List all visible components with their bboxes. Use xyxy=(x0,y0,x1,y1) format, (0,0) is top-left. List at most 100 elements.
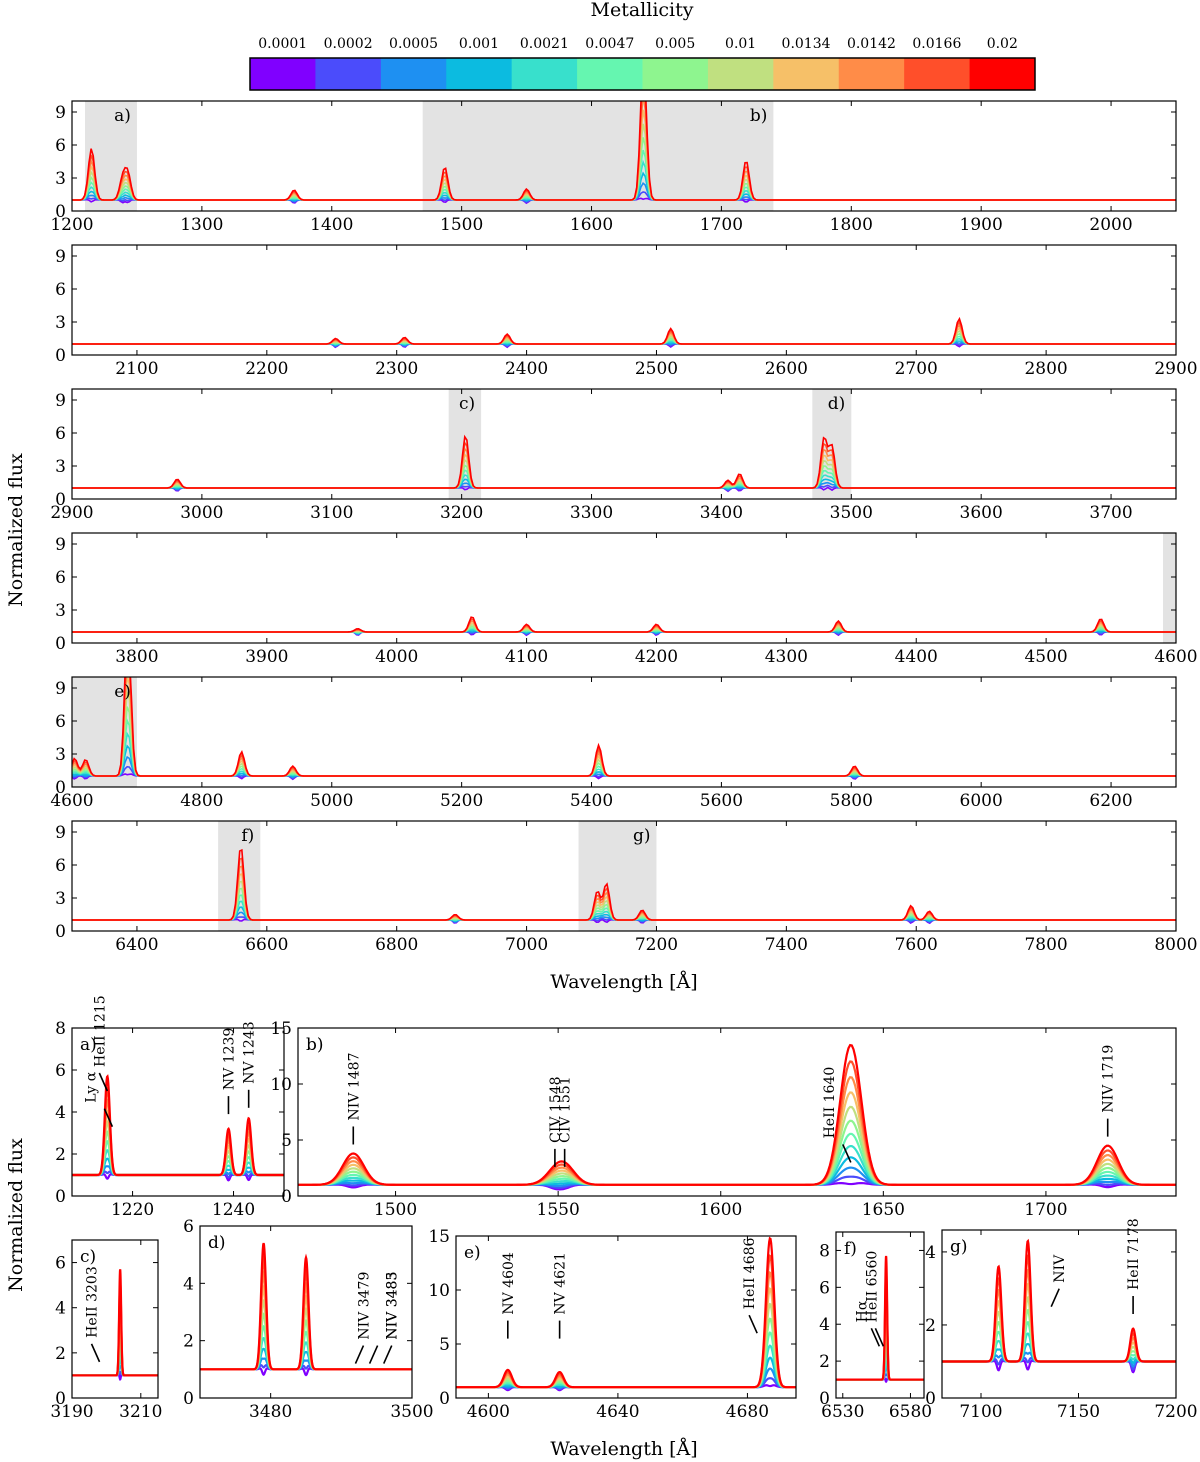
y-tick-label: 15 xyxy=(270,1019,292,1039)
y-tick-label: 8 xyxy=(819,1241,830,1261)
spectrum-series xyxy=(836,1355,924,1381)
colorbar-swatch xyxy=(380,58,447,90)
y-tick-label: 0 xyxy=(55,490,66,510)
spectrum-series xyxy=(836,1319,924,1381)
colorbar-frame xyxy=(249,57,1036,91)
line-annotation: NV 1243 xyxy=(242,1021,258,1083)
y-tick-label: 0 xyxy=(55,1187,66,1207)
spectrum-series xyxy=(72,1074,284,1177)
spectrum-series xyxy=(298,1156,1176,1186)
x-tick-label: 7150 xyxy=(1057,1402,1100,1422)
spectrum-series xyxy=(942,1308,1176,1363)
panel-label: g) xyxy=(950,1237,968,1257)
line-annotation: NV 4621 xyxy=(553,1252,569,1314)
y-tick-label: 0 xyxy=(439,1389,450,1409)
y-tick-label: 9 xyxy=(55,103,66,123)
colorbar-swatch xyxy=(707,58,774,90)
line-annotation: HeII 7178 xyxy=(1126,1218,1142,1290)
x-tick-label: 4600 xyxy=(467,1402,510,1422)
y-tick-label: 0 xyxy=(819,1389,830,1409)
panel-overview-1: 1200 1300 1400 1500 1600 1700 1800 1900 2000 0 3 6 9… xyxy=(50,100,1177,235)
x-tick-label: 4500 xyxy=(1024,647,1067,667)
y-tick-label: 0 xyxy=(55,778,66,798)
panel-label: a) xyxy=(80,1035,97,1055)
line-annotation: HeII 6560 xyxy=(864,1251,880,1323)
x-tick-label: 2700 xyxy=(895,359,938,379)
spectrum-series xyxy=(836,1255,924,1381)
line-annotation: NV 4604 xyxy=(501,1252,517,1315)
axes-frame xyxy=(71,532,1177,644)
y-tick-label: 3 xyxy=(55,457,66,477)
spectrum-series xyxy=(72,464,1176,489)
x-tick-label: 3400 xyxy=(700,503,743,523)
spectrum-series xyxy=(72,848,1176,921)
y-tick-label: 0 xyxy=(55,634,66,654)
x-tick-label: 3190 xyxy=(50,1402,93,1422)
panel-zoom-b: 1500 1550 1600 1650 1700 0 5 10 15 b) NIV 1487 CIV … xyxy=(270,1019,1177,1220)
shaded-region xyxy=(1163,533,1176,643)
spectrum-series xyxy=(298,1119,1176,1186)
line-annotation: NIV 3479 xyxy=(356,1272,372,1340)
axes-frame xyxy=(835,1231,925,1399)
panel-label: b) xyxy=(306,1035,324,1055)
colorbar-label: 0.0047 xyxy=(585,36,634,52)
y-tick-label: 3 xyxy=(55,889,66,909)
x-tick-label: 4200 xyxy=(635,647,678,667)
y-tick-label: 3 xyxy=(55,313,66,333)
colorbar-swatch xyxy=(904,58,971,90)
spectrum-series xyxy=(72,623,1176,633)
region-label: g) xyxy=(633,826,651,846)
panel-overview-4: 3800 3900 4000 4100 4200 4300 4400 4500 4600 0 3 6 9 xyxy=(55,532,1198,667)
y-tick-label: 9 xyxy=(55,247,66,267)
spectrum-series xyxy=(200,1336,412,1371)
y-tick-label: 2 xyxy=(183,1332,194,1352)
spectrum-series xyxy=(942,1320,1176,1363)
colorbar-label: 0.0021 xyxy=(520,36,569,52)
x-tick-label: 1900 xyxy=(960,215,1003,235)
y-tick-label: 3 xyxy=(55,601,66,621)
x-tick-label: 1600 xyxy=(570,215,613,235)
spectrum-series xyxy=(72,677,1176,777)
x-tick-label: 4000 xyxy=(375,647,418,667)
x-tick-label: 1500 xyxy=(440,215,483,235)
spectrum-series xyxy=(72,1269,158,1377)
spectrum-series xyxy=(72,101,1176,201)
x-tick-label: 7600 xyxy=(895,935,938,955)
zoom-xlabel: Wavelength [Å] xyxy=(550,1438,697,1460)
x-tick-label: 7800 xyxy=(1024,935,1067,955)
y-tick-label: 2 xyxy=(819,1352,830,1372)
x-tick-label: 7400 xyxy=(765,935,808,955)
panel-label: c) xyxy=(80,1247,96,1267)
x-tick-label: 1700 xyxy=(700,215,743,235)
x-tick-label: 2300 xyxy=(375,359,418,379)
y-tick-label: 6 xyxy=(55,424,66,444)
x-tick-label: 3800 xyxy=(115,647,158,667)
x-tick-label: 3480 xyxy=(249,1402,292,1422)
y-tick-label: 2 xyxy=(55,1344,66,1364)
panel-label: f) xyxy=(844,1239,857,1259)
spectrum-series xyxy=(72,323,1176,345)
x-tick-label: 6000 xyxy=(960,791,1003,811)
y-tick-label: 4 xyxy=(55,1103,66,1123)
line-annotation: NV 1239 xyxy=(221,1028,237,1090)
colorbar: 0.0001 0.0002 0.0005 0.001 0.0021 0.0047 0.005… xyxy=(249,36,1036,91)
spectrum-series xyxy=(72,329,1176,345)
y-tick-label: 6 xyxy=(55,280,66,300)
x-tick-label: 1600 xyxy=(699,1200,742,1220)
x-tick-label: 6400 xyxy=(115,935,158,955)
spectrum-series xyxy=(200,1242,412,1371)
region-label: d) xyxy=(828,394,846,414)
spectrum-series xyxy=(72,616,1176,633)
y-tick-label: 4 xyxy=(819,1315,830,1335)
x-tick-label: 1500 xyxy=(374,1200,417,1220)
axes-frame xyxy=(297,1027,1177,1197)
x-tick-label: 3300 xyxy=(570,503,613,523)
colorbar-label: 0.0134 xyxy=(782,36,831,52)
x-tick-label: 5000 xyxy=(310,791,353,811)
spectrum-series xyxy=(72,1336,158,1377)
axes-frame xyxy=(199,1225,413,1399)
region-label: a) xyxy=(114,106,131,126)
y-tick-label: 9 xyxy=(55,535,66,555)
spectrum-series xyxy=(298,1105,1176,1186)
